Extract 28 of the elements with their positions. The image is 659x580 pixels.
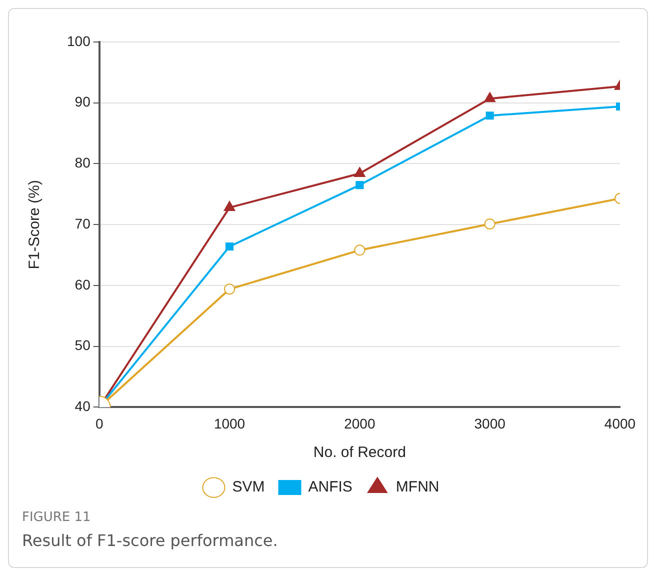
point xyxy=(224,284,236,295)
x-tick-label: 1000 xyxy=(214,415,246,432)
point xyxy=(484,218,496,230)
x-tick-label: 4000 xyxy=(604,415,636,432)
point xyxy=(224,201,236,212)
legend-label: ANFIS xyxy=(308,478,352,496)
y-tick-label: 80 xyxy=(74,154,91,171)
y-tick-label: 100 xyxy=(67,32,91,49)
y-tick-label: 60 xyxy=(74,276,91,292)
caption: FIGURE 11 xyxy=(22,510,92,525)
x-tick-label: 0 xyxy=(95,415,104,432)
legend-label: SVM xyxy=(232,478,265,496)
point xyxy=(354,166,366,177)
x-tick-label: 3000 xyxy=(474,415,506,432)
point xyxy=(486,112,494,120)
y-tick-label: 50 xyxy=(74,337,91,354)
y-tick-label: 40 xyxy=(74,398,91,414)
y-tick-label: 70 xyxy=(74,215,91,232)
point xyxy=(356,181,364,190)
y-tick-label: 90 xyxy=(74,94,91,110)
point xyxy=(225,242,234,251)
point xyxy=(354,244,366,256)
y-axis-title: F1-Score (%) xyxy=(26,180,44,270)
point xyxy=(484,92,496,102)
x-tick-label: 2000 xyxy=(344,415,376,432)
legend-label: MFNN xyxy=(396,478,440,496)
x-axis-title: No. of Record xyxy=(313,444,406,462)
text: Result of F1-score performance. xyxy=(22,531,278,550)
